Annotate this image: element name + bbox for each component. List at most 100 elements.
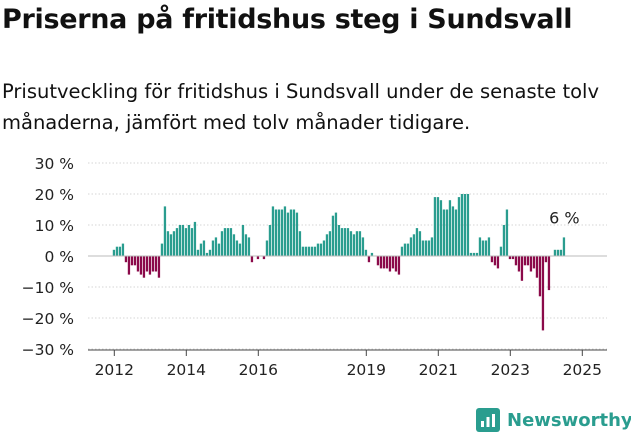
bar	[346, 228, 350, 256]
bar	[418, 231, 422, 256]
x-tick-label: 2021	[419, 361, 458, 379]
last-value-annotation: 6 %	[549, 208, 579, 227]
bar	[178, 225, 182, 256]
bar	[280, 209, 284, 256]
bar	[400, 246, 404, 256]
bar	[412, 234, 416, 256]
bar	[334, 212, 338, 256]
bar	[181, 225, 185, 256]
bar	[145, 256, 149, 272]
bar	[289, 209, 293, 256]
bar	[247, 237, 251, 256]
bar	[472, 252, 476, 256]
x-tick-label: 2019	[347, 361, 386, 379]
bar	[235, 240, 239, 256]
bar	[307, 246, 311, 256]
bar	[175, 228, 179, 256]
bar	[319, 243, 323, 256]
bar	[349, 231, 353, 256]
x-tick-label: 2016	[239, 361, 278, 379]
bar	[547, 256, 551, 291]
bar	[460, 194, 464, 256]
bar	[115, 246, 119, 256]
bar	[415, 228, 419, 256]
bar	[397, 256, 401, 275]
bar	[118, 246, 122, 256]
bar	[298, 231, 302, 256]
bar	[463, 194, 467, 256]
bar	[484, 240, 488, 256]
bar	[466, 194, 470, 256]
bar	[556, 249, 560, 256]
bar	[199, 243, 203, 256]
bar	[157, 256, 161, 278]
bar	[169, 234, 173, 256]
bar	[427, 240, 431, 256]
bar	[493, 256, 497, 266]
bar	[184, 228, 188, 256]
bar	[502, 225, 506, 256]
bar	[511, 256, 515, 260]
axes: 30 % 20 % 10 % 0 % −10 % −20 % −30 % 2012 2014 20…	[22, 155, 607, 379]
bar	[457, 197, 461, 256]
bar	[367, 256, 371, 263]
bar	[151, 256, 155, 272]
bar	[541, 256, 545, 331]
bar	[355, 231, 359, 256]
bar	[250, 256, 254, 263]
y-tick-label: −10 %	[22, 279, 74, 297]
bar	[292, 209, 296, 256]
bar-chart: 30 % 20 % 10 % 0 % −10 % −20 % −30 % 2012 2014 20…	[22, 155, 607, 379]
bar	[325, 234, 329, 256]
bar	[214, 237, 218, 256]
bar	[166, 231, 170, 256]
bar	[232, 234, 236, 256]
bar	[496, 256, 500, 269]
bar	[553, 249, 557, 256]
bar	[262, 256, 266, 260]
bar	[286, 212, 290, 256]
bar	[340, 228, 344, 256]
bar	[424, 240, 428, 256]
bar	[508, 256, 512, 260]
bar	[154, 256, 158, 272]
bar	[301, 246, 305, 256]
y-tick-label: 30 %	[35, 155, 74, 173]
y-tick-label: 20 %	[35, 186, 74, 204]
bar	[172, 231, 176, 256]
bar	[196, 249, 200, 256]
bar	[142, 256, 146, 278]
y-tick-label: −20 %	[22, 310, 74, 328]
bar	[535, 256, 539, 278]
bar	[124, 256, 128, 263]
bar	[112, 249, 116, 256]
bar	[520, 256, 524, 281]
bar	[133, 256, 137, 266]
bar	[310, 246, 314, 256]
bar	[454, 209, 458, 256]
bar	[403, 243, 407, 256]
bar	[376, 256, 380, 266]
bar	[316, 243, 320, 256]
bar	[538, 256, 542, 297]
bar-series	[112, 194, 566, 331]
bar	[139, 256, 143, 275]
bar	[241, 225, 245, 256]
bar	[481, 240, 485, 256]
bar	[499, 246, 503, 256]
bar	[217, 243, 221, 256]
bar	[445, 209, 449, 256]
bar	[211, 240, 215, 256]
bar	[436, 197, 440, 256]
bar	[388, 256, 392, 272]
bar	[337, 225, 341, 256]
bar	[490, 256, 494, 263]
bar	[148, 256, 152, 275]
logo-text: Newsworthy	[507, 409, 631, 431]
bar	[226, 228, 230, 256]
x-tick-label: 2012	[95, 361, 134, 379]
bar	[451, 206, 455, 256]
bar	[265, 240, 269, 256]
x-tick-label: 2025	[563, 361, 602, 379]
bar	[190, 228, 194, 256]
